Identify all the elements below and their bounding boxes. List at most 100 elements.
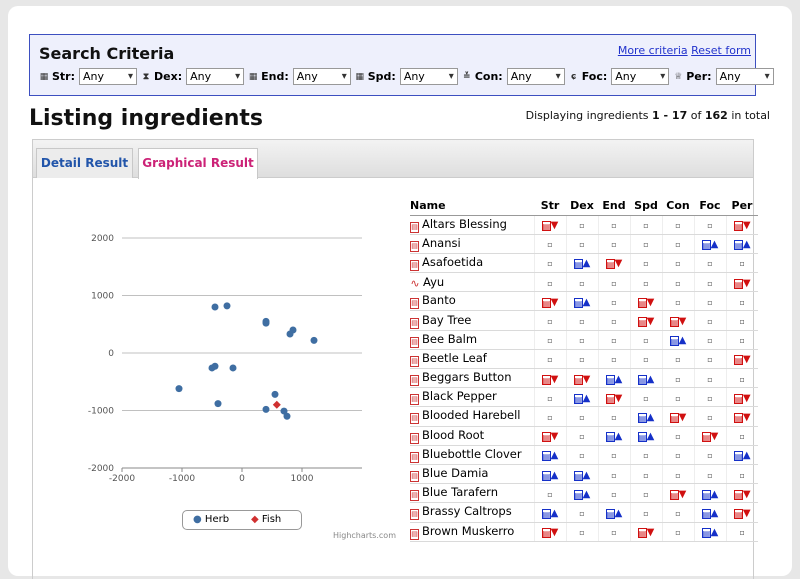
ingredient-name[interactable]: Blue Tarafern xyxy=(422,485,498,500)
stat-cell: ▤▲ xyxy=(565,483,598,504)
herb-data-point[interactable] xyxy=(262,405,270,413)
table-body: ▤ Altars Blessing ▤▼ ▫ ▫ ▫ ▫ ▫ ▤▼ ▤ Anansi ▫ ▫ ▫ ▫ ▫ ▤▲ ▤… xyxy=(410,215,758,542)
stat-symbol-icon: ▤ xyxy=(701,432,711,443)
ingredient-name[interactable]: Bee Balm xyxy=(422,331,478,346)
ingredient-name[interactable]: Brassy Caltrops xyxy=(422,504,512,519)
ingredient-name[interactable]: Bluebottle Clover xyxy=(422,446,522,461)
ingredient-name[interactable]: Blooded Harebell xyxy=(422,408,521,423)
count-suffix: in total xyxy=(731,109,770,122)
chart-credits[interactable]: Highcharts.com xyxy=(333,531,396,540)
table-row[interactable]: ▤ Blood Root ▤▼ ▫ ▤▲ ▤▲ ▫ ▤▼ ▫ xyxy=(410,426,758,446)
table-row[interactable]: ∿ Ayu ▫ ▫ ▫ ▫ ▫ ▫ ▤▼ xyxy=(410,272,758,293)
table-row[interactable]: ▤ Blue Tarafern ▫ ▤▲ ▫ ▫ ▤▼ ▤▲ ▤▼ xyxy=(410,483,758,504)
herb-data-point[interactable] xyxy=(310,336,318,344)
stat-cell: ▫ xyxy=(597,330,630,350)
ingredient-name[interactable]: Beetle Leaf xyxy=(422,350,487,365)
stat-cell: ▤▲ xyxy=(565,387,598,408)
stat-cell: ▫ xyxy=(597,464,630,485)
tab-graphical-result[interactable]: Graphical Result xyxy=(138,148,258,179)
more-criteria-link[interactable]: More criteria xyxy=(617,44,688,57)
results-panel: Detail Result Graphical Result xyxy=(32,139,754,579)
ingredient-name[interactable]: Bay Tree xyxy=(422,312,472,327)
end-select[interactable]: Any xyxy=(292,68,351,85)
stat-cell: ▫ xyxy=(725,368,758,389)
stat-symbol-icon: ▤ xyxy=(669,412,679,423)
dex-select[interactable]: Any xyxy=(186,68,245,85)
str-select[interactable]: Any xyxy=(79,68,138,85)
herb-icon: ▤ xyxy=(410,490,419,502)
herb-data-point[interactable] xyxy=(286,330,294,338)
ingredient-name[interactable]: Brown Muskerro xyxy=(422,523,515,538)
stat-cell: ▫ xyxy=(533,406,566,427)
herb-data-point[interactable] xyxy=(211,303,219,311)
table-row[interactable]: ▤ Blue Damia ▤▲ ▤▲ ▫ ▫ ▫ ▫ ▫ xyxy=(410,464,758,485)
herb-data-point[interactable] xyxy=(229,364,237,372)
spd-select[interactable]: Any xyxy=(399,68,458,85)
table-row[interactable]: ▤ Asafoetida ▫ ▤▲ ▤▼ ▫ ▫ ▫ ▫ xyxy=(410,253,758,274)
y-tick-label: 2000 xyxy=(91,234,114,244)
con-select[interactable]: Any xyxy=(506,68,565,85)
stat-symbol-icon: ▤ xyxy=(701,528,711,539)
stat-cell: ▤▼ xyxy=(533,426,566,446)
table-row[interactable]: ▤ Beetle Leaf ▫ ▫ ▫ ▫ ▫ ▫ ▤▼ xyxy=(410,349,758,370)
legend-fish[interactable]: ◆ Fish xyxy=(251,514,281,525)
fish-data-point[interactable] xyxy=(272,400,281,409)
fish-marker-icon: ◆ xyxy=(251,514,259,525)
stat-cell: ▫ xyxy=(597,445,630,465)
table-row[interactable]: ▤ Banto ▤▼ ▤▲ ▫ ▤▼ ▫ ▫ ▫ xyxy=(410,291,758,312)
reset-form-link[interactable]: Reset form xyxy=(691,44,751,57)
ingredient-name[interactable]: Blue Damia xyxy=(422,466,489,481)
table-row[interactable]: ▤ Brown Muskerro ▤▼ ▫ ▫ ▤▼ ▫ ▤▲ ▫ xyxy=(410,522,758,542)
herb-data-point[interactable] xyxy=(280,407,288,415)
neutral-icon: ▫ xyxy=(611,528,617,538)
stat-cell: ▤▲ xyxy=(725,445,758,465)
table-row[interactable]: ▤ Beggars Button ▤▼ ▤▼ ▤▲ ▤▲ ▫ ▫ ▫ xyxy=(410,368,758,389)
ingredient-name[interactable]: Blood Root xyxy=(422,427,485,442)
herb-data-point[interactable] xyxy=(214,400,222,408)
foc-select[interactable]: Any xyxy=(611,68,670,85)
herb-data-point[interactable] xyxy=(271,390,279,398)
ingredient-name[interactable]: Beggars Button xyxy=(422,370,512,385)
herb-data-point[interactable] xyxy=(223,302,231,310)
herb-data-point[interactable] xyxy=(175,385,183,393)
table-row[interactable]: ▤ Blooded Harebell ▫ ▫ ▫ ▤▲ ▤▼ ▫ ▤▼ xyxy=(410,406,758,427)
stat-symbol-icon: ▤ xyxy=(637,528,647,539)
increase-arrow-icon: ▲ xyxy=(646,431,655,443)
table-row[interactable]: ▤ Bee Balm ▫ ▫ ▫ ▫ ▤▲ ▫ ▫ xyxy=(410,330,758,350)
herb-data-point[interactable] xyxy=(283,412,291,420)
neutral-icon: ▫ xyxy=(707,355,713,365)
stat-cell: ▫ xyxy=(661,502,694,523)
neutral-icon: ▫ xyxy=(675,240,681,250)
column-header-dex: Dex xyxy=(566,196,598,216)
increase-arrow-icon: ▲ xyxy=(742,450,751,462)
ingredient-name[interactable]: Black Pepper xyxy=(422,389,497,404)
herb-data-point[interactable] xyxy=(208,364,216,372)
ingredient-name[interactable]: Anansi xyxy=(422,235,461,250)
ingredient-name[interactable]: Altars Blessing xyxy=(422,216,507,231)
column-header-con: Con xyxy=(662,196,694,216)
herb-data-point[interactable] xyxy=(262,319,270,327)
legend-herb[interactable]: ● Herb xyxy=(193,514,229,525)
stat-cell: ▫ xyxy=(693,330,726,350)
table-row[interactable]: ▤ Anansi ▫ ▫ ▫ ▫ ▫ ▤▲ ▤▲ xyxy=(410,234,758,254)
decrease-arrow-icon: ▼ xyxy=(614,392,623,404)
ingredient-name[interactable]: Asafoetida xyxy=(422,254,484,269)
tab-detail-result[interactable]: Detail Result xyxy=(36,148,133,178)
per-select[interactable]: Any xyxy=(715,68,774,85)
ingredient-name-cell: ▤ Asafoetida xyxy=(410,253,534,274)
decrease-arrow-icon: ▼ xyxy=(550,527,559,539)
neutral-icon: ▫ xyxy=(547,259,553,269)
increase-arrow-icon: ▲ xyxy=(710,507,719,519)
herb-icon: ▤ xyxy=(410,375,419,387)
ingredient-name[interactable]: Ayu xyxy=(423,274,445,289)
herb-icon: ▤ xyxy=(410,432,419,444)
table-row[interactable]: ▤ Black Pepper ▫ ▤▲ ▤▼ ▫ ▫ ▫ ▤▼ xyxy=(410,387,758,408)
table-row[interactable]: ▤ Bay Tree ▫ ▫ ▫ ▤▼ ▤▼ ▫ ▫ xyxy=(410,310,758,331)
constitution-icon: ≚ xyxy=(463,71,471,82)
ingredient-name-cell: ▤ Black Pepper xyxy=(410,387,534,408)
table-row[interactable]: ▤ Brassy Caltrops ▤▲ ▫ ▤▲ ▫ ▫ ▤▲ ▤▼ xyxy=(410,502,758,523)
count-from: 1 xyxy=(652,109,660,122)
ingredient-name[interactable]: Banto xyxy=(422,293,456,308)
table-row[interactable]: ▤ Altars Blessing ▤▼ ▫ ▫ ▫ ▫ ▫ ▤▼ xyxy=(410,215,758,235)
table-row[interactable]: ▤ Bluebottle Clover ▤▲ ▫ ▫ ▫ ▫ ▫ ▤▲ xyxy=(410,445,758,465)
